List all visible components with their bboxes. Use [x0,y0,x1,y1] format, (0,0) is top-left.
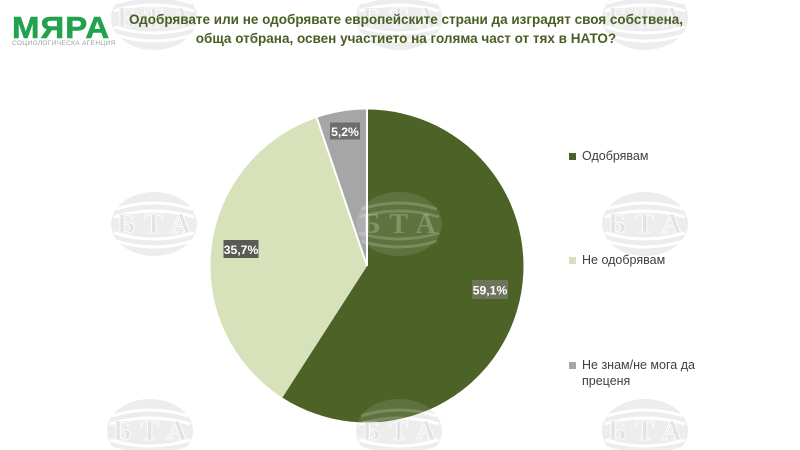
svg-text:35,7%: 35,7% [224,243,259,257]
svg-text:5,2%: 5,2% [331,125,359,139]
svg-text:59,1%: 59,1% [473,284,508,298]
